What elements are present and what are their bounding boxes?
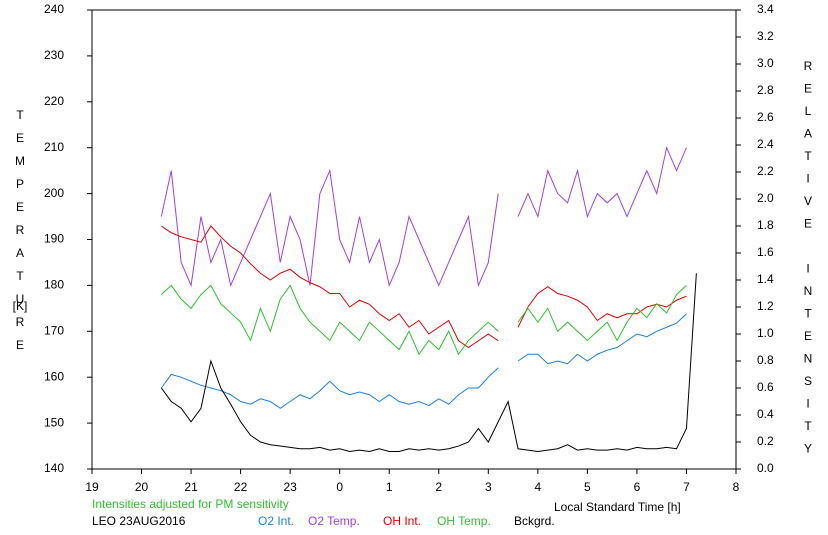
y2-tick-label: 1.2 — [757, 299, 774, 313]
y-tick-label: 220 — [44, 94, 64, 108]
y-tick-label: 170 — [44, 323, 64, 337]
x-tick-label: 23 — [283, 480, 297, 494]
y-tick-label: 150 — [44, 415, 64, 429]
series-line — [160, 146, 687, 288]
x-tick-label: 4 — [535, 480, 542, 494]
x-tick-label: 20 — [135, 480, 149, 494]
x-tick-label: 2 — [435, 480, 442, 494]
x-tick-label: 22 — [234, 480, 248, 494]
note: Intensities adjusted for PM sensitivity — [92, 497, 289, 511]
y-tick-label: 140 — [44, 461, 64, 475]
series-line — [161, 284, 687, 356]
y-tick-label: 230 — [44, 48, 64, 62]
y2-tick-label: 2.6 — [757, 110, 774, 124]
y2-tick-label: 2.2 — [757, 164, 774, 178]
x-tick-label: 8 — [733, 480, 740, 494]
y-tick-label: 180 — [44, 278, 64, 292]
x-tick-label: 3 — [485, 480, 492, 494]
x-tick-label: 21 — [184, 480, 198, 494]
y2-tick-label: 0.6 — [757, 380, 774, 394]
x-tick-label: 6 — [634, 480, 641, 494]
x-tick-label: 0 — [336, 480, 343, 494]
x-axis-title: Local Standard Time [h] — [554, 500, 681, 514]
y-tick-label: 190 — [44, 232, 64, 246]
y2-tick-label: 1.8 — [757, 218, 774, 232]
y-tick-label: 200 — [44, 186, 64, 200]
series-line — [160, 313, 687, 409]
x-tick-label: 19 — [85, 480, 99, 494]
y-tick-label: 210 — [44, 140, 64, 154]
y2-tick-label: 1.6 — [757, 245, 774, 259]
legend-entry: O2 Int. — [258, 514, 294, 528]
station-label: LEO 23AUG2016 — [92, 514, 186, 528]
series-line — [160, 273, 697, 452]
y2-tick-label: 2.8 — [757, 83, 774, 97]
y-axis-unit: [K] — [13, 299, 28, 313]
y2-tick-label: 0.4 — [757, 407, 774, 421]
x-tick-label: 7 — [683, 480, 690, 494]
x-tick-label: 1 — [386, 480, 393, 494]
legend-entry: OH Int. — [383, 514, 421, 528]
y2-tick-label: 1.4 — [757, 272, 774, 286]
y2-tick-label: 0.0 — [757, 461, 774, 475]
y2-tick-label: 3.4 — [757, 2, 774, 16]
y2-tick-label: 0.2 — [757, 434, 774, 448]
y2-tick-label: 3.2 — [757, 29, 774, 43]
y2-tick-label: 2.0 — [757, 191, 774, 205]
y-tick-label: 160 — [44, 369, 64, 383]
x-tick-label: 5 — [584, 480, 591, 494]
y-tick-label: 240 — [44, 2, 64, 16]
y2-tick-label: 2.4 — [757, 137, 774, 151]
y2-tick-label: 3.0 — [757, 56, 774, 70]
legend-entry: Bckgrd. — [514, 514, 555, 528]
plot-frame — [91, 9, 737, 470]
y2-tick-label: 1.0 — [757, 326, 774, 340]
legend-entry: O2 Temp. — [308, 514, 360, 528]
y2-tick-label: 0.8 — [757, 353, 774, 367]
series-line — [161, 225, 687, 349]
legend-entry: OH Temp. — [437, 514, 491, 528]
